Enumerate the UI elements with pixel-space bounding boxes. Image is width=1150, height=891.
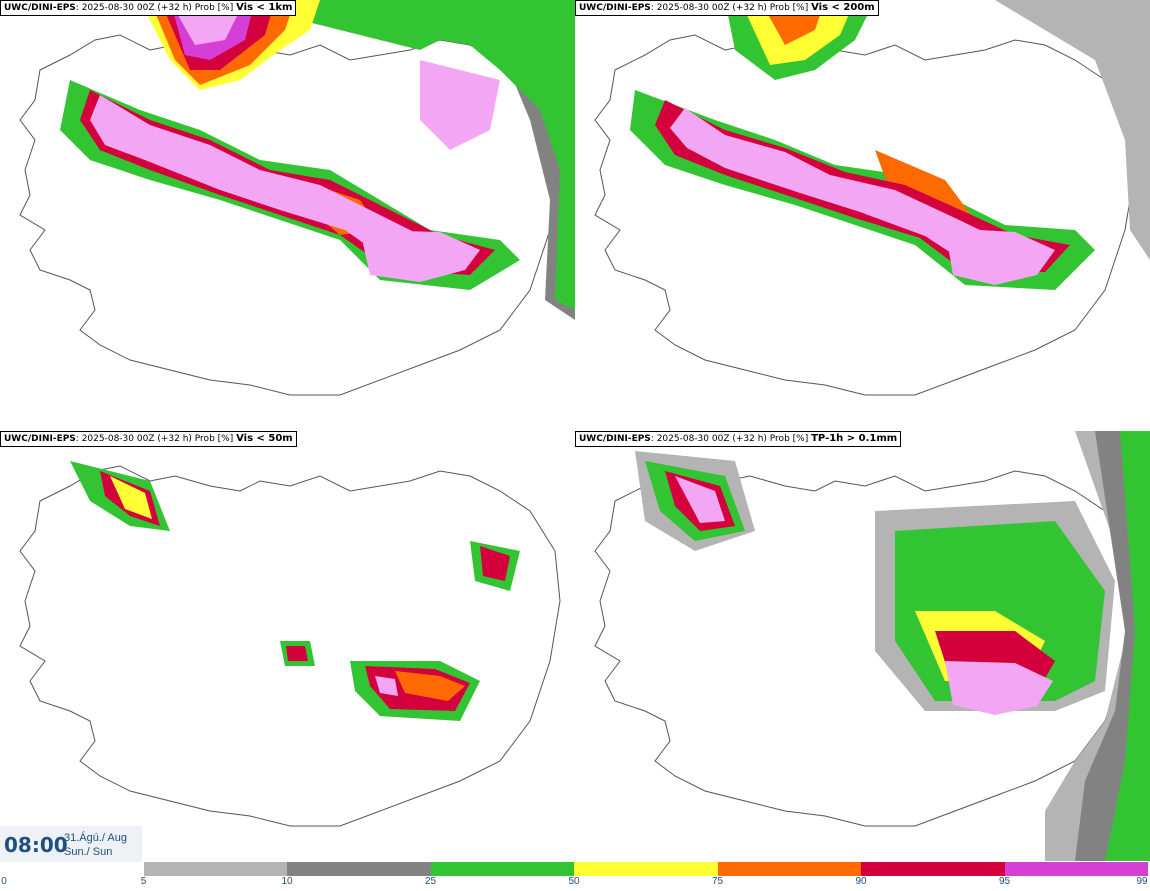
- colorbar-tick-label: 25: [424, 876, 437, 887]
- colorbar-tick-label: 95: [998, 876, 1011, 887]
- valid-weekday: Sun./ Sun: [64, 846, 113, 858]
- panel-title: UWC/DINI-EPS: 2025-08-30 00Z (+32 h) Pro…: [575, 0, 879, 16]
- parameter-label: Vis < 50m: [236, 433, 293, 444]
- colorbar-segment: [287, 862, 431, 876]
- colorbar-tick-label: 50: [568, 876, 580, 887]
- pink-patch-south: [375, 676, 398, 696]
- colorbar-segment: [574, 862, 718, 876]
- pink-field-northwest: [675, 476, 725, 523]
- run-info: 2025-08-30 00Z (+32 h) Prob [%]: [656, 3, 809, 13]
- colorbar-tick-label: 5: [140, 876, 147, 887]
- colorbar-segment: [143, 862, 287, 876]
- red-patch-east: [480, 546, 510, 581]
- map-vis-1km: [19, 0, 575, 396]
- pink-area-northeast: [420, 60, 500, 150]
- pink-band: [90, 95, 480, 268]
- pink-area-south: [945, 228, 1055, 285]
- model-name: UWC/DINI-EPS: [4, 434, 76, 444]
- model-name: UWC/DINI-EPS: [4, 3, 76, 13]
- pink-field: [175, 10, 240, 45]
- map-panel-tp-1h: UWC/DINI-EPS: 2025-08-30 00Z (+32 h) Pro…: [575, 431, 1150, 861]
- parameter-label: Vis < 1km: [236, 2, 293, 13]
- colorbar-tick-label: 10: [281, 876, 293, 887]
- probability-colorbar: 0 5 10 25 50 75 90 95 99: [0, 862, 1150, 891]
- colorbar-segment: [861, 862, 1005, 876]
- valid-date: 31.Ágú./ Aug: [64, 832, 127, 844]
- colorbar-tick-label: 75: [711, 876, 724, 887]
- map-panel-vis-1km: UWC/DINI-EPS: 2025-08-30 00Z (+32 h) Pro…: [0, 0, 575, 430]
- map-tp-1h: [594, 431, 1150, 861]
- panel-title: UWC/DINI-EPS: 2025-08-30 00Z (+32 h) Pro…: [0, 431, 297, 447]
- parameter-label: TP-1h > 0.1mm: [811, 433, 898, 444]
- gray-field: [995, 0, 1150, 260]
- yellow-patch-northwest: [110, 476, 152, 519]
- pink-field-south: [945, 661, 1053, 715]
- panel-title: UWC/DINI-EPS: 2025-08-30 00Z (+32 h) Pro…: [0, 0, 297, 16]
- map-panel-vis-200m: UWC/DINI-EPS: 2025-08-30 00Z (+32 h) Pro…: [575, 0, 1150, 430]
- run-info: 2025-08-30 00Z (+32 h) Prob [%]: [656, 434, 809, 444]
- model-name: UWC/DINI-EPS: [579, 3, 651, 13]
- panel-title: UWC/DINI-EPS: 2025-08-30 00Z (+32 h) Pro…: [575, 431, 902, 447]
- colorbar-tick-label: 0: [1, 876, 7, 887]
- map-vis-50m: [19, 461, 561, 827]
- colorbar-segment: [0, 862, 144, 876]
- map-vis-200m: [594, 0, 1150, 396]
- red-patch-central: [286, 646, 308, 661]
- pink-area-south: [360, 230, 480, 282]
- map-panel-vis-50m: UWC/DINI-EPS: 2025-08-30 00Z (+32 h) Pro…: [0, 431, 575, 861]
- orange-patch-south: [395, 671, 465, 701]
- valid-time: 08:00: [4, 833, 68, 857]
- green-field: [280, 0, 575, 310]
- green-field: [1105, 431, 1150, 861]
- colorbar-segment: [1004, 862, 1148, 876]
- colorbar-segment: [717, 862, 861, 876]
- run-info: 2025-08-30 00Z (+32 h) Prob [%]: [81, 434, 234, 444]
- valid-time-box: 08:00 31.Ágú./ Aug Sun./ Sun: [0, 826, 142, 862]
- colorbar-tick-label: 99: [1136, 876, 1148, 887]
- pink-band: [670, 108, 1055, 266]
- colorbar-tick-label: 90: [855, 876, 867, 887]
- colorbar-segment: [430, 862, 574, 876]
- model-name: UWC/DINI-EPS: [579, 434, 651, 444]
- parameter-label: Vis < 200m: [811, 2, 875, 13]
- run-info: 2025-08-30 00Z (+32 h) Prob [%]: [81, 3, 234, 13]
